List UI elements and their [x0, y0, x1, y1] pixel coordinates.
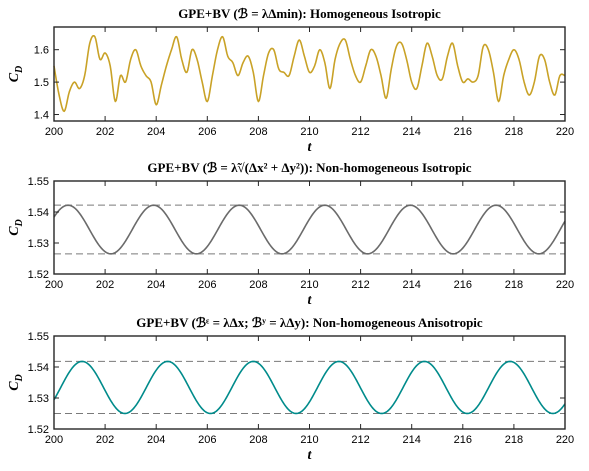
x-tick-label: 208 [249, 126, 267, 138]
x-tick-label: 214 [403, 434, 421, 446]
y-tick-label: 1.54 [28, 362, 49, 374]
chart-title: GPE+BV (ℬ = λ̃√(Δx² + Δy²)): Non-homogen… [147, 160, 471, 175]
y-axis-label: CD [7, 219, 25, 236]
x-tick-label: 202 [96, 279, 114, 291]
x-axis-label: t [308, 140, 313, 155]
y-tick-label: 1.6 [34, 45, 49, 57]
x-tick-label: 206 [198, 126, 216, 138]
x-tick-label: 216 [454, 279, 472, 291]
x-tick-label: 208 [249, 434, 267, 446]
x-tick-label: 204 [147, 126, 165, 138]
x-tick-label: 208 [249, 279, 267, 291]
chart-panel-3: GPE+BV (ℬᵋ = λΔx; ℬʸ = λΔy): Non-homogen… [7, 315, 574, 463]
x-tick-label: 200 [45, 434, 63, 446]
x-tick-label: 210 [300, 434, 318, 446]
chart-title: GPE+BV (ℬᵋ = λΔx; ℬʸ = λΔy): Non-homogen… [136, 315, 483, 330]
x-tick-label: 204 [147, 279, 165, 291]
x-tick-label: 210 [300, 126, 318, 138]
chart-panel-1: GPE+BV (ℬ = λΔmin): Homogeneous Isotropi… [7, 6, 574, 155]
y-tick-label: 1.4 [34, 110, 49, 122]
chart-panel-2: GPE+BV (ℬ = λ̃√(Δx² + Δy²)): Non-homogen… [7, 160, 574, 308]
x-tick-label: 212 [351, 126, 369, 138]
data-line [53, 360, 566, 415]
x-tick-label: 216 [454, 126, 472, 138]
x-tick-label: 220 [556, 279, 574, 291]
x-tick-label: 200 [45, 279, 63, 291]
chart-title: GPE+BV (ℬ = λΔmin): Homogeneous Isotropi… [178, 6, 441, 21]
y-tick-label: 1.53 [28, 238, 49, 250]
x-tick-label: 206 [198, 279, 216, 291]
x-tick-label: 220 [556, 434, 574, 446]
x-tick-label: 204 [147, 434, 165, 446]
x-tick-label: 202 [96, 434, 114, 446]
y-tick-label: 1.52 [28, 424, 49, 436]
x-tick-label: 214 [403, 126, 421, 138]
x-tick-label: 218 [505, 434, 523, 446]
x-tick-label: 220 [556, 126, 574, 138]
x-axis-label: t [308, 448, 313, 463]
axes-frame [53, 26, 566, 122]
x-tick-label: 210 [300, 279, 318, 291]
x-tick-label: 200 [45, 126, 63, 138]
y-tick-label: 1.55 [28, 331, 49, 343]
x-tick-label: 212 [351, 434, 369, 446]
x-tick-label: 206 [198, 434, 216, 446]
y-tick-label: 1.52 [28, 269, 49, 281]
data-line [53, 34, 566, 113]
axes-frame [53, 180, 566, 275]
y-axis-label: CD [7, 374, 25, 391]
x-tick-label: 212 [351, 279, 369, 291]
x-tick-label: 218 [505, 126, 523, 138]
data-line [53, 204, 566, 255]
x-tick-label: 216 [454, 434, 472, 446]
x-axis-label: t [308, 293, 313, 308]
x-tick-label: 202 [96, 126, 114, 138]
y-tick-label: 1.53 [28, 393, 49, 405]
y-axis-label: CD [7, 66, 25, 83]
x-tick-label: 214 [403, 279, 421, 291]
axes-frame [53, 335, 566, 430]
y-tick-label: 1.55 [28, 176, 49, 188]
y-tick-label: 1.5 [34, 77, 49, 89]
x-tick-label: 218 [505, 279, 523, 291]
y-tick-label: 1.54 [28, 207, 49, 219]
